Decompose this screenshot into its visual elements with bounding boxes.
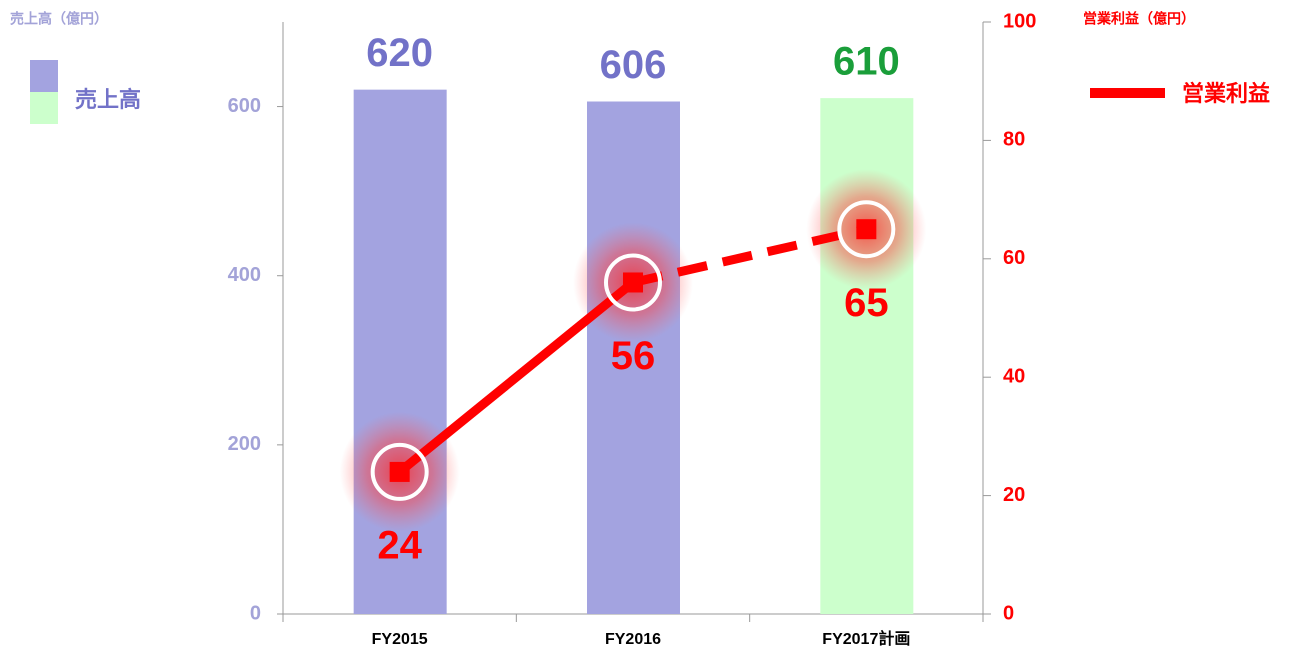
y2-tick-label: 20 xyxy=(1003,484,1025,506)
bar xyxy=(587,101,680,615)
legend-swatch xyxy=(30,60,58,92)
legend-label: 売上高 xyxy=(75,87,141,112)
point-ring xyxy=(837,200,896,259)
line-point xyxy=(389,461,410,482)
y-axis-title: 売上高（億円） xyxy=(10,11,108,27)
y2-tick-label: 0 xyxy=(1003,602,1014,624)
y-tick-label: 400 xyxy=(228,264,261,286)
bar-value-label: 620 xyxy=(366,31,433,75)
y2-tick-label: 80 xyxy=(1003,129,1025,151)
line-segment xyxy=(396,278,636,476)
line-value-label: 24 xyxy=(377,523,422,567)
point-ring xyxy=(604,253,662,312)
y-tick-label: 600 xyxy=(228,95,261,117)
legend-swatch xyxy=(30,92,58,124)
x-tick-label: FY2017計画 xyxy=(822,629,910,648)
line-segment xyxy=(631,224,868,287)
y2-axis-title: 営業利益（億円） xyxy=(1083,11,1195,27)
bar-value-label: 610 xyxy=(833,40,900,84)
point-ring xyxy=(370,442,429,501)
legend-label: 営業利益 xyxy=(1182,81,1270,106)
x-tick-label: FY2016 xyxy=(605,631,661,648)
line-value-label: 65 xyxy=(844,281,889,325)
line-point xyxy=(623,272,643,293)
bar-value-label: 606 xyxy=(600,43,667,87)
line-value-label: 56 xyxy=(611,334,656,378)
y2-tick-label: 60 xyxy=(1003,247,1025,269)
y2-tick-label: 40 xyxy=(1003,365,1025,387)
y-tick-label: 0 xyxy=(250,602,261,624)
y-tick-label: 200 xyxy=(228,433,261,455)
y2-tick-label: 100 xyxy=(1003,10,1036,32)
x-tick-label: FY2015 xyxy=(372,631,428,648)
line-point xyxy=(856,219,877,240)
